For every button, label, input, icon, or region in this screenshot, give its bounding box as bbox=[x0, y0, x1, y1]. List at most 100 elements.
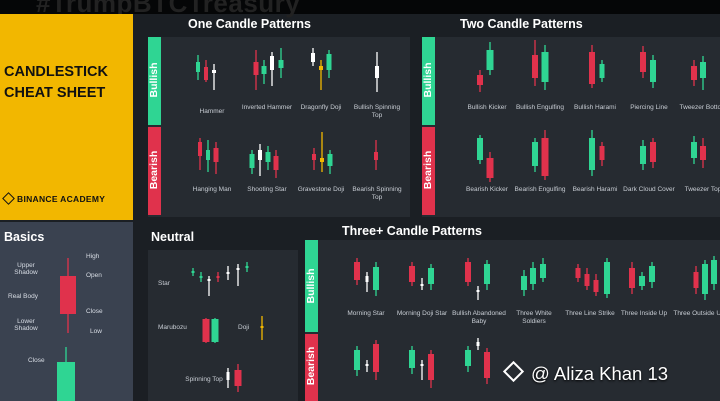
label-dragonfly-doji: Dragonfly Doji bbox=[300, 104, 342, 111]
one-candle-title: One Candle Patterns bbox=[188, 17, 311, 31]
label-dark-cloud-cover: Dark Cloud Cover bbox=[623, 186, 675, 193]
candle-42 bbox=[691, 136, 697, 164]
candle-26 bbox=[532, 40, 538, 86]
candle-33 bbox=[700, 56, 706, 90]
candle-43 bbox=[700, 138, 706, 168]
candle-63 bbox=[476, 286, 480, 300]
label-hammer: Hammer bbox=[199, 108, 225, 115]
label-morning-doji-star: Morning Doji Star bbox=[396, 310, 448, 317]
two-bullish-bar bbox=[422, 37, 435, 125]
label-three-outside-up: Three Outside Up bbox=[673, 310, 720, 317]
label-tweezer-bottom: Tweezer Bottom bbox=[679, 104, 720, 111]
label-piercing-line: Piercing Line bbox=[630, 104, 668, 111]
candle-35 bbox=[486, 152, 494, 182]
candle-29 bbox=[599, 60, 605, 82]
basics-label-upper-shadow: Upper Shadow bbox=[14, 262, 38, 276]
label-hanging-man: Hanging Man bbox=[192, 186, 232, 193]
candle-72 bbox=[629, 262, 635, 294]
candle-5 bbox=[253, 50, 259, 90]
basics-title: Basics bbox=[4, 230, 45, 244]
candle-31 bbox=[650, 55, 656, 88]
candle-20 bbox=[312, 148, 316, 170]
label-bearish-engulfing: Bearish Engulfing bbox=[514, 186, 566, 193]
candle-73 bbox=[639, 272, 645, 290]
candle-86 bbox=[484, 348, 490, 384]
candle-60 bbox=[420, 278, 424, 290]
basics-label-close-top: Close bbox=[86, 308, 103, 315]
candle-9 bbox=[311, 48, 315, 66]
one-bearish-bar bbox=[148, 127, 161, 215]
label-morning-star: Morning Star bbox=[347, 310, 385, 317]
candle-7 bbox=[270, 52, 274, 86]
candle-4 bbox=[212, 64, 216, 90]
candle-3 bbox=[204, 60, 208, 82]
label-three-line-strike: Three Line Strike bbox=[565, 310, 615, 317]
candle-65 bbox=[521, 270, 527, 296]
neutral-panel bbox=[148, 250, 298, 401]
candle-38 bbox=[589, 130, 595, 176]
label-bearish-harami: Bearish Harami bbox=[572, 186, 618, 193]
binance-square-icon bbox=[502, 360, 525, 383]
candle-34 bbox=[477, 135, 483, 164]
top-bar: #TrumpBTCTreasury bbox=[0, 0, 720, 18]
candle-71 bbox=[604, 258, 610, 298]
watermark-text: @ Aliza Khan 13 bbox=[531, 363, 669, 384]
candle-59 bbox=[409, 262, 415, 286]
candle-27 bbox=[541, 45, 549, 90]
candle-45 bbox=[199, 272, 203, 282]
label-gravestone-doji: Gravestone Doji bbox=[297, 186, 345, 193]
candle-25 bbox=[486, 42, 494, 75]
candle-84 bbox=[465, 346, 471, 372]
candle-80 bbox=[373, 340, 379, 380]
candle-8 bbox=[278, 48, 284, 78]
title-line-2: CHEAT SHEET bbox=[4, 85, 106, 101]
three-bearish-bar bbox=[305, 334, 318, 401]
label-bullish-spinning-top: Bullish Spinning Top bbox=[353, 104, 401, 119]
brand-name: BINANCE ACADEMY bbox=[17, 194, 106, 204]
candle-12 bbox=[375, 52, 379, 92]
label-inverted-hammer: Inverted Hammer bbox=[241, 104, 293, 111]
candle-54 bbox=[226, 368, 230, 388]
label-three-inside-up: Three Inside Up bbox=[620, 310, 668, 317]
candle-32 bbox=[691, 60, 697, 86]
candle-50 bbox=[245, 262, 249, 272]
candle-49 bbox=[236, 264, 240, 286]
two-candle-title: Two Candle Patterns bbox=[460, 17, 583, 31]
basics-label-close-bottom: Close bbox=[28, 357, 45, 364]
candle-58 bbox=[373, 262, 379, 296]
title-line-1: CANDLESTICK bbox=[4, 64, 108, 80]
candle-66 bbox=[530, 262, 536, 290]
header-hashtag: #TrumpBTCTreasury bbox=[36, 0, 301, 18]
candle-57 bbox=[365, 272, 369, 292]
three-candle-title: Three+ Candle Patterns bbox=[342, 224, 482, 238]
candle-56 bbox=[354, 258, 360, 285]
candle-82 bbox=[420, 360, 424, 380]
candle-14 bbox=[206, 140, 210, 172]
candle-17 bbox=[258, 144, 262, 176]
candle-28 bbox=[589, 45, 595, 88]
label-bearish-kicker: Bearish Kicker bbox=[466, 186, 508, 193]
candle-11 bbox=[326, 50, 332, 78]
candle-70 bbox=[593, 274, 599, 296]
candle-36 bbox=[532, 138, 538, 172]
candle-78 bbox=[354, 346, 360, 376]
label-bearish-spinning-top: Bearish Spinning Top bbox=[352, 186, 402, 201]
basics-label-open: Open bbox=[86, 272, 102, 279]
candle-37 bbox=[541, 130, 549, 180]
candle-76 bbox=[702, 260, 708, 300]
candle-30 bbox=[640, 46, 646, 78]
label-three-white-soldiers: Three White Soldiers bbox=[516, 310, 552, 325]
candle-24 bbox=[477, 70, 483, 92]
label-bullish-abandoned-baby: Bullish Abandoned Baby bbox=[452, 310, 506, 325]
label-shooting-star: Shooting Star bbox=[247, 186, 287, 193]
candle-13 bbox=[198, 138, 202, 170]
label-star: Star bbox=[158, 280, 170, 287]
label-bullish-engulfing: Bullish Engulfing bbox=[515, 104, 565, 111]
candle-51 bbox=[202, 318, 210, 343]
candle-68 bbox=[575, 264, 581, 282]
candle-1 bbox=[57, 347, 75, 401]
candle-44 bbox=[191, 268, 195, 276]
candle-19 bbox=[273, 150, 279, 178]
candle-46 bbox=[207, 276, 211, 296]
